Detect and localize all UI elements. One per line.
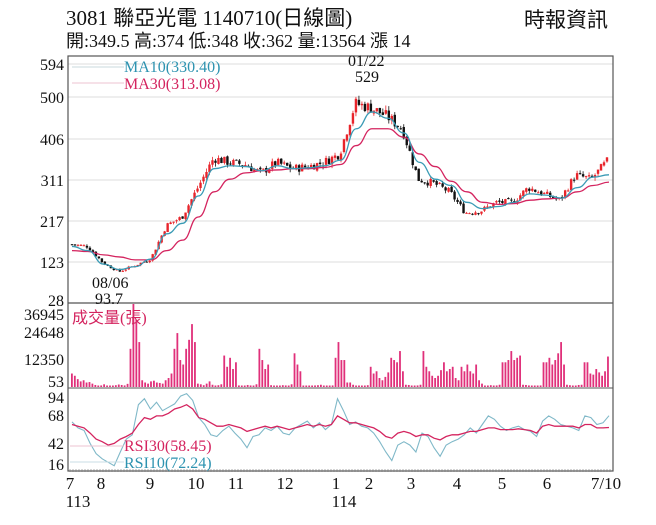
month-label: 9 [146, 474, 155, 493]
high-date-annotation: 01/22 [348, 53, 384, 70]
price-tick-label: 594 [40, 57, 64, 74]
rsi-tick-label: 68 [48, 408, 64, 425]
chart-title: 3081 聯亞光電 1140710(日線圖) [66, 6, 353, 30]
year-label: 113 [66, 492, 91, 511]
ma30-line [71, 128, 610, 261]
price-tick-label: 217 [40, 214, 64, 231]
volume-tick-label: 53 [48, 374, 64, 391]
rsi-tick-label: 16 [48, 457, 64, 474]
ohlc-summary: 開:349.5 高:374 低:348 收:362 量:13564 漲 14 [66, 31, 411, 51]
ma10-line [71, 111, 610, 271]
price-candles [70, 95, 609, 273]
month-label: 11 [228, 474, 244, 493]
high-value-annotation: 529 [355, 69, 379, 86]
low-date-annotation: 08/06 [92, 275, 128, 292]
source-label: 時報資訊 [524, 8, 608, 32]
low-value-annotation: 93.7 [95, 291, 123, 308]
volume-bars [71, 304, 609, 387]
ma10-legend: MA10(330.40) [124, 59, 220, 76]
volume-tick-label: 12350 [24, 352, 64, 369]
month-label: 1 [332, 474, 341, 493]
price-tick-label: 500 [40, 90, 64, 107]
volume-tick-label: 24648 [24, 325, 64, 342]
ma30-legend: MA30(313.08) [124, 76, 220, 93]
month-label: 12 [277, 474, 294, 493]
month-label: 5 [498, 474, 507, 493]
rsi-tick-label: 42 [48, 436, 64, 453]
price-tick-label: 311 [41, 173, 64, 190]
month-label: 3 [407, 474, 416, 493]
month-label: 8 [97, 474, 106, 493]
month-label: 6 [543, 474, 552, 493]
price-tick-label: 123 [40, 255, 64, 272]
volume-title: 成交量(張) [72, 309, 147, 327]
rsi10-legend: RSI10(72.24) [124, 455, 212, 472]
month-label: 2 [365, 474, 374, 493]
price-gridlines [68, 63, 613, 263]
rsi30-line [71, 403, 610, 446]
volume-tick-label: 36945 [24, 307, 64, 324]
price-tick-label: 406 [40, 132, 64, 149]
rsi10-line [71, 392, 610, 467]
chart-frame [67, 55, 614, 472]
year-label: 114 [332, 492, 357, 511]
rsi-tick-label: 94 [48, 390, 64, 407]
month-label: 7/10 [591, 474, 621, 493]
price-tick-label: 28 [48, 293, 64, 310]
month-label: 10 [188, 474, 205, 493]
rsi30-legend: RSI30(58.45) [124, 438, 212, 455]
month-label: 4 [453, 474, 462, 493]
month-label: 7 [66, 474, 75, 493]
x-axis-ticks [69, 469, 611, 472]
